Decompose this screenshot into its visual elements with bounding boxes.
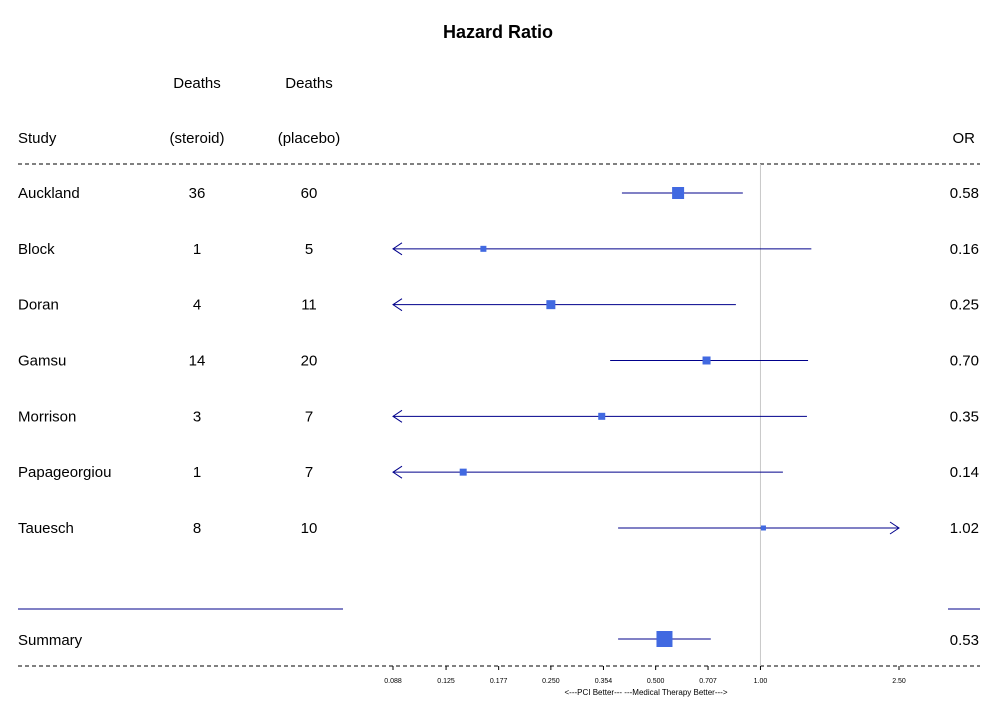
x-tick-label: 0.354 — [595, 678, 613, 685]
study-name: Block — [18, 241, 55, 258]
study-row: Gamsu 14 20 0.70 — [18, 352, 979, 369]
summary-box — [656, 631, 673, 647]
deaths-steroid-value: 1 — [193, 464, 201, 481]
x-tick-label: 0.500 — [647, 678, 665, 685]
deaths-placebo-value: 5 — [305, 241, 313, 258]
study-rows: Auckland 36 60 0.58 Block 1 5 0.16 Doran 4 11 0.25 G… — [18, 185, 979, 537]
x-tick-label: 1.00 — [754, 678, 768, 685]
ci-arrow-left — [392, 242, 403, 256]
study-name: Morrison — [18, 408, 76, 425]
study-name: Tauesch — [18, 520, 74, 537]
deaths-placebo-value: 60 — [301, 185, 318, 202]
deaths-steroid-value: 36 — [189, 185, 206, 202]
x-axis-caption: <---PCI Better--- ---Medical Therapy Bet… — [565, 688, 728, 697]
study-header: Study — [18, 130, 57, 147]
deaths-steroid-value: 14 — [189, 352, 206, 369]
point-estimate-box — [672, 187, 685, 199]
study-row: Block 1 5 0.16 — [18, 241, 979, 258]
point-estimate-box — [760, 525, 766, 531]
x-tick-label: 0.125 — [437, 678, 455, 685]
x-tick-label: 0.177 — [490, 678, 508, 685]
summary-estimate — [618, 631, 711, 647]
or-value: 0.35 — [950, 408, 979, 425]
x-tick-label: 0.250 — [542, 678, 560, 685]
ci-arrow-left — [392, 465, 403, 479]
point-estimate-box — [598, 412, 606, 420]
summary-or-value: 0.53 — [950, 632, 979, 649]
x-axis: 0.088 0.125 0.177 0.250 0.354 0.500 0.707 1.00 2… — [384, 666, 906, 685]
study-row: Doran 4 11 0.25 — [18, 297, 979, 314]
study-row: Tauesch 8 10 1.02 — [18, 520, 979, 537]
deaths-steroid-value: 3 — [193, 408, 201, 425]
deaths-placebo-value: 7 — [305, 464, 313, 481]
steroid-header-line1: Deaths — [173, 75, 221, 92]
or-value: 0.14 — [950, 464, 979, 481]
deaths-placebo-value: 20 — [301, 352, 318, 369]
summary-label: Summary — [18, 632, 83, 649]
point-estimate-box — [546, 300, 556, 310]
placebo-header-line2: (placebo) — [278, 130, 341, 147]
deaths-steroid-value: 4 — [193, 297, 201, 314]
chart-title: Hazard Ratio — [443, 22, 553, 42]
study-row: Auckland 36 60 0.58 — [18, 185, 979, 202]
deaths-placebo-value: 11 — [301, 297, 317, 314]
study-row: Morrison 3 7 0.35 — [18, 408, 979, 425]
placebo-header-line1: Deaths — [285, 75, 333, 92]
point-estimate-box — [480, 245, 487, 252]
study-name: Auckland — [18, 185, 80, 202]
deaths-placebo-value: 10 — [301, 520, 318, 537]
study-name: Gamsu — [18, 352, 66, 369]
x-tick-label: 0.088 — [384, 678, 402, 685]
or-value: 0.58 — [950, 185, 979, 202]
or-value: 1.02 — [950, 520, 979, 537]
x-tick-label: 2.50 — [892, 678, 906, 685]
deaths-steroid-value: 8 — [193, 520, 201, 537]
steroid-header-line2: (steroid) — [169, 130, 224, 147]
study-row: Papageorgiou 1 7 0.14 — [18, 464, 979, 481]
study-name: Papageorgiou — [18, 464, 111, 481]
or-value: 0.25 — [950, 297, 979, 314]
or-header: OR — [953, 130, 976, 147]
or-value: 0.70 — [950, 352, 979, 369]
point-estimate-box — [702, 356, 711, 365]
deaths-placebo-value: 7 — [305, 408, 313, 425]
deaths-steroid-value: 1 — [193, 241, 201, 258]
study-name: Doran — [18, 297, 59, 314]
ci-arrow-left — [392, 298, 403, 312]
ci-arrow-right — [889, 521, 900, 535]
or-value: 0.16 — [950, 241, 979, 258]
ci-arrow-left — [392, 409, 403, 423]
point-estimate-box — [459, 468, 467, 476]
x-tick-label: 0.707 — [699, 678, 717, 685]
